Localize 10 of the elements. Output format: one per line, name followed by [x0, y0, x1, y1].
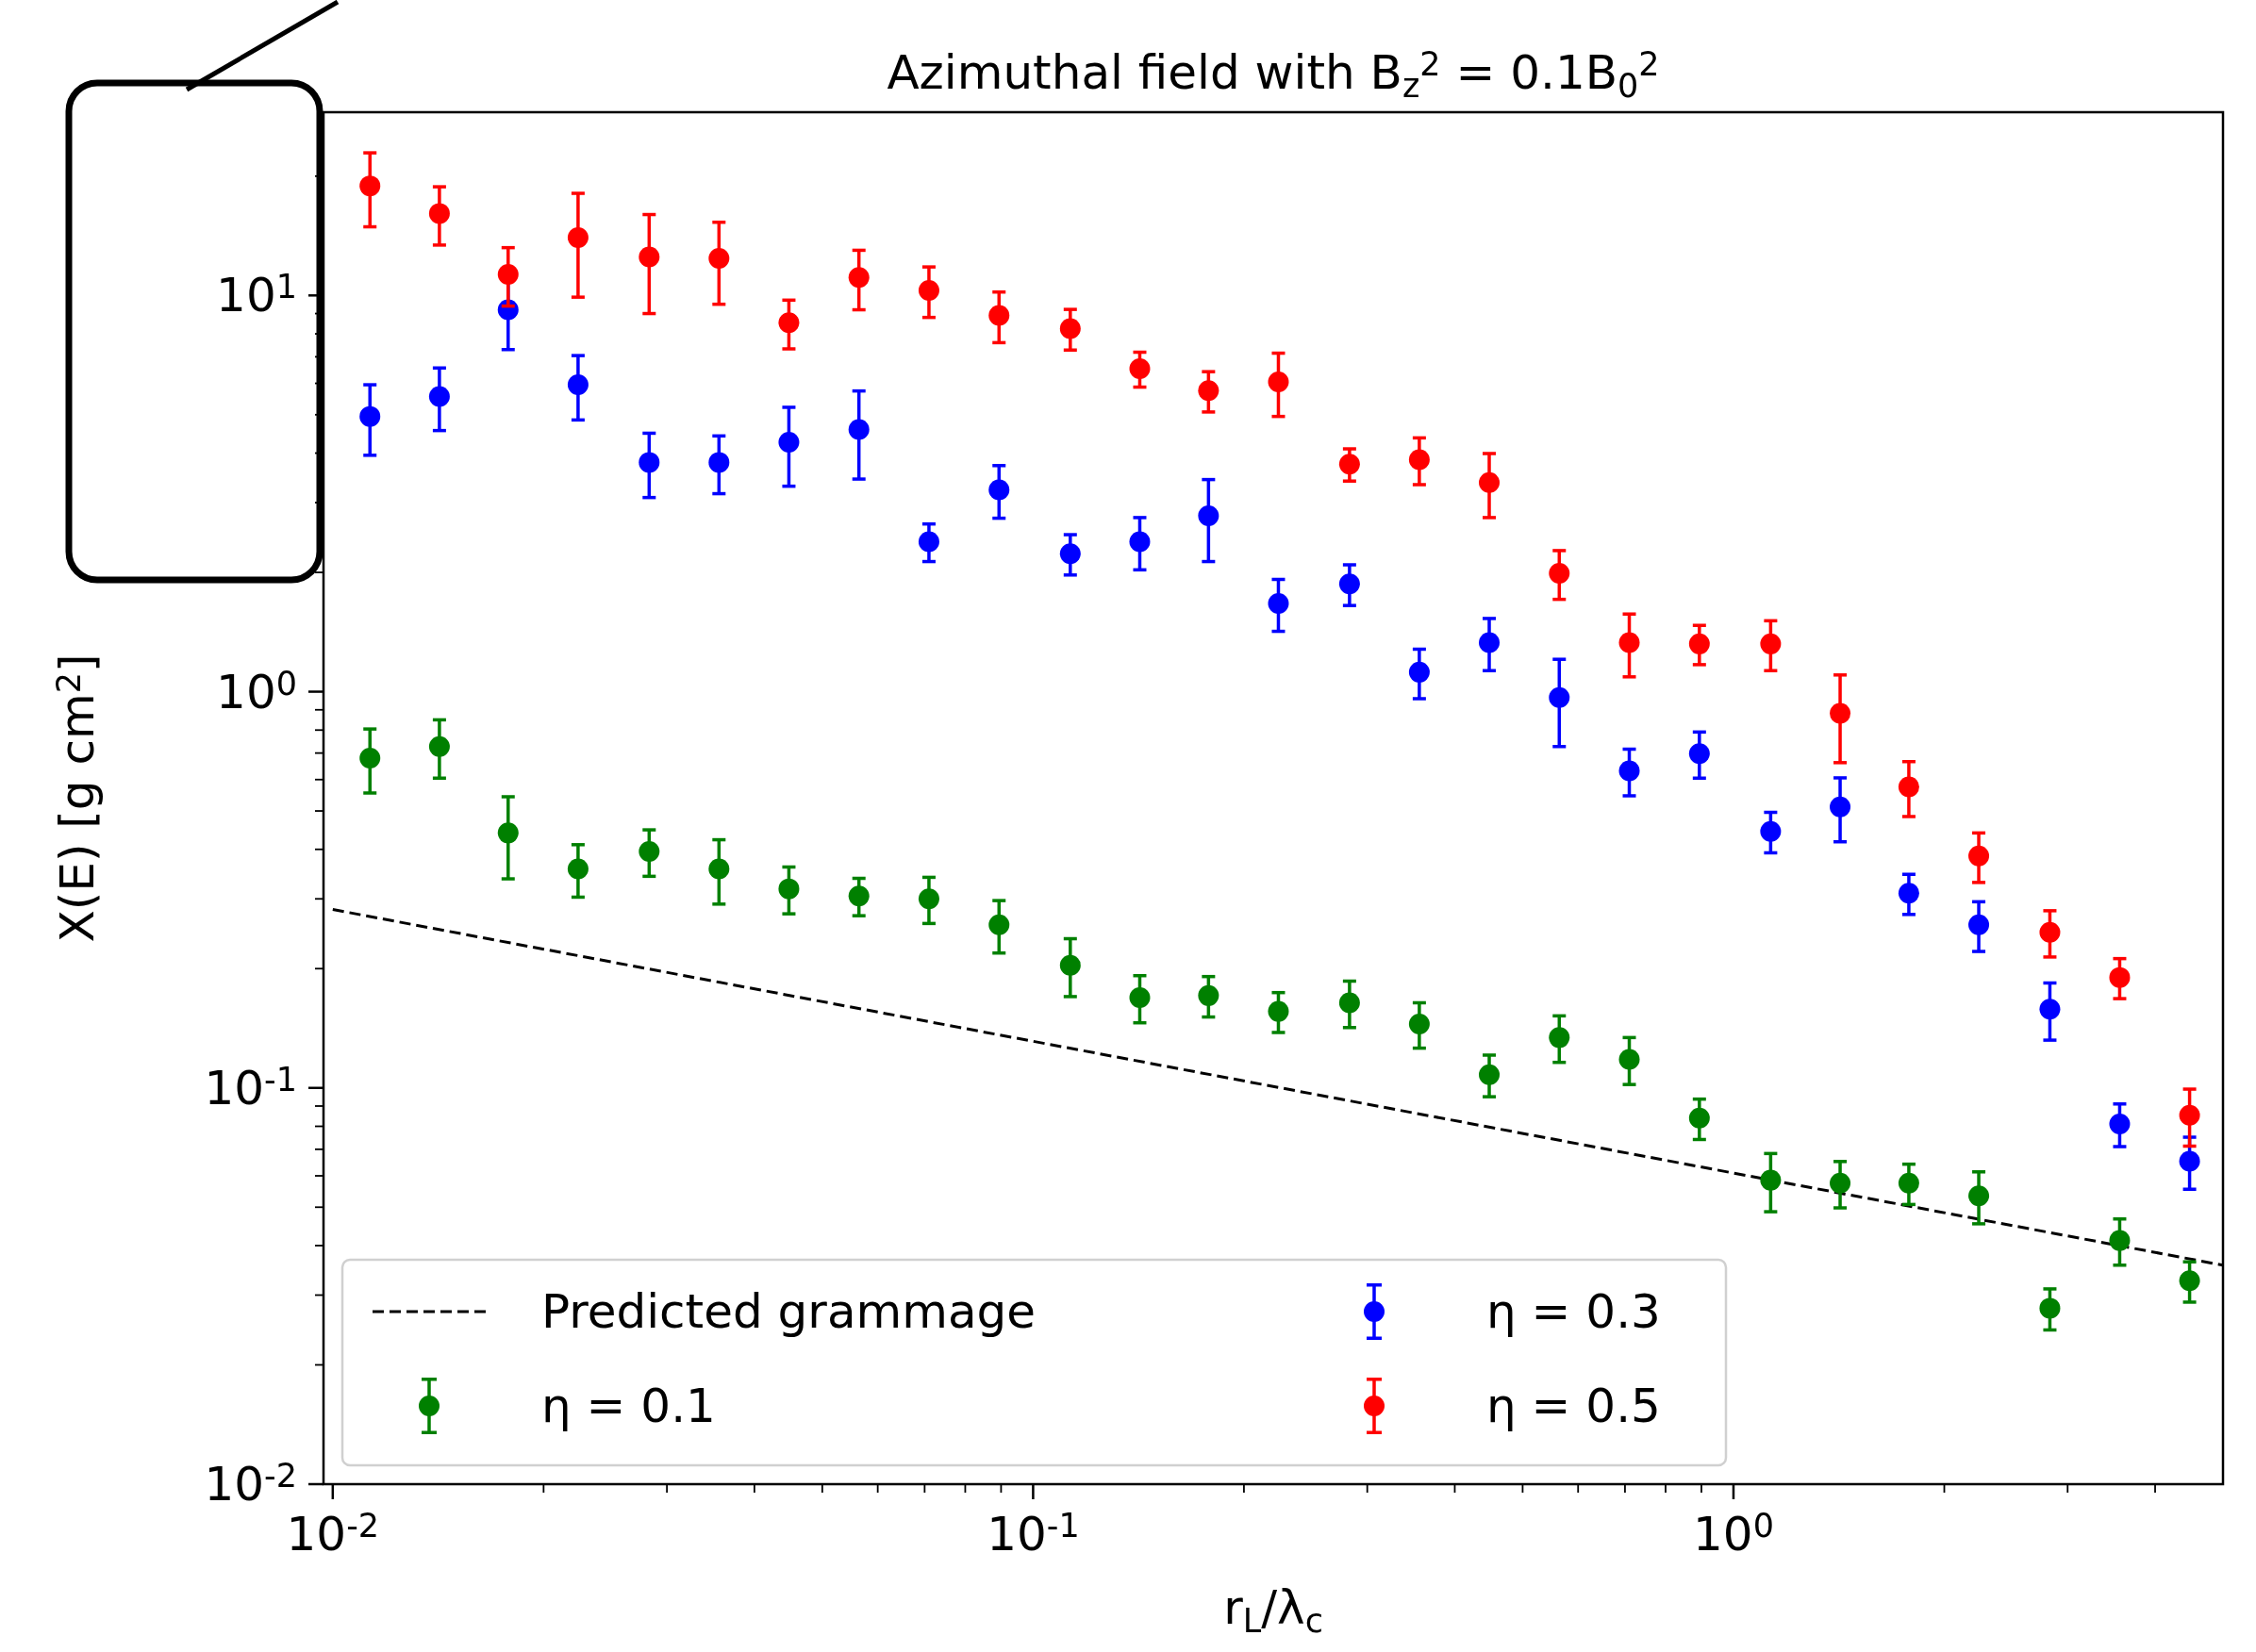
legend-label: Predicted grammage: [541, 1284, 1037, 1339]
x-tick-label: 10$^{0}$: [1693, 1507, 1774, 1561]
x-tick-label: 10$^{-1}$: [987, 1507, 1080, 1561]
y-tick-label: 10$^{1}$: [216, 268, 297, 323]
legend-label: η = 0.1: [541, 1379, 716, 1433]
legend-label: η = 0.5: [1486, 1379, 1661, 1433]
legend-label: η = 0.3: [1486, 1284, 1661, 1339]
y-tick-label: 10$^{-1}$: [204, 1060, 297, 1115]
x-axis-title: r$_{L}$/λ$_{c}$: [1223, 1580, 1323, 1640]
y-tick-label: 10$^{0}$: [216, 664, 297, 719]
